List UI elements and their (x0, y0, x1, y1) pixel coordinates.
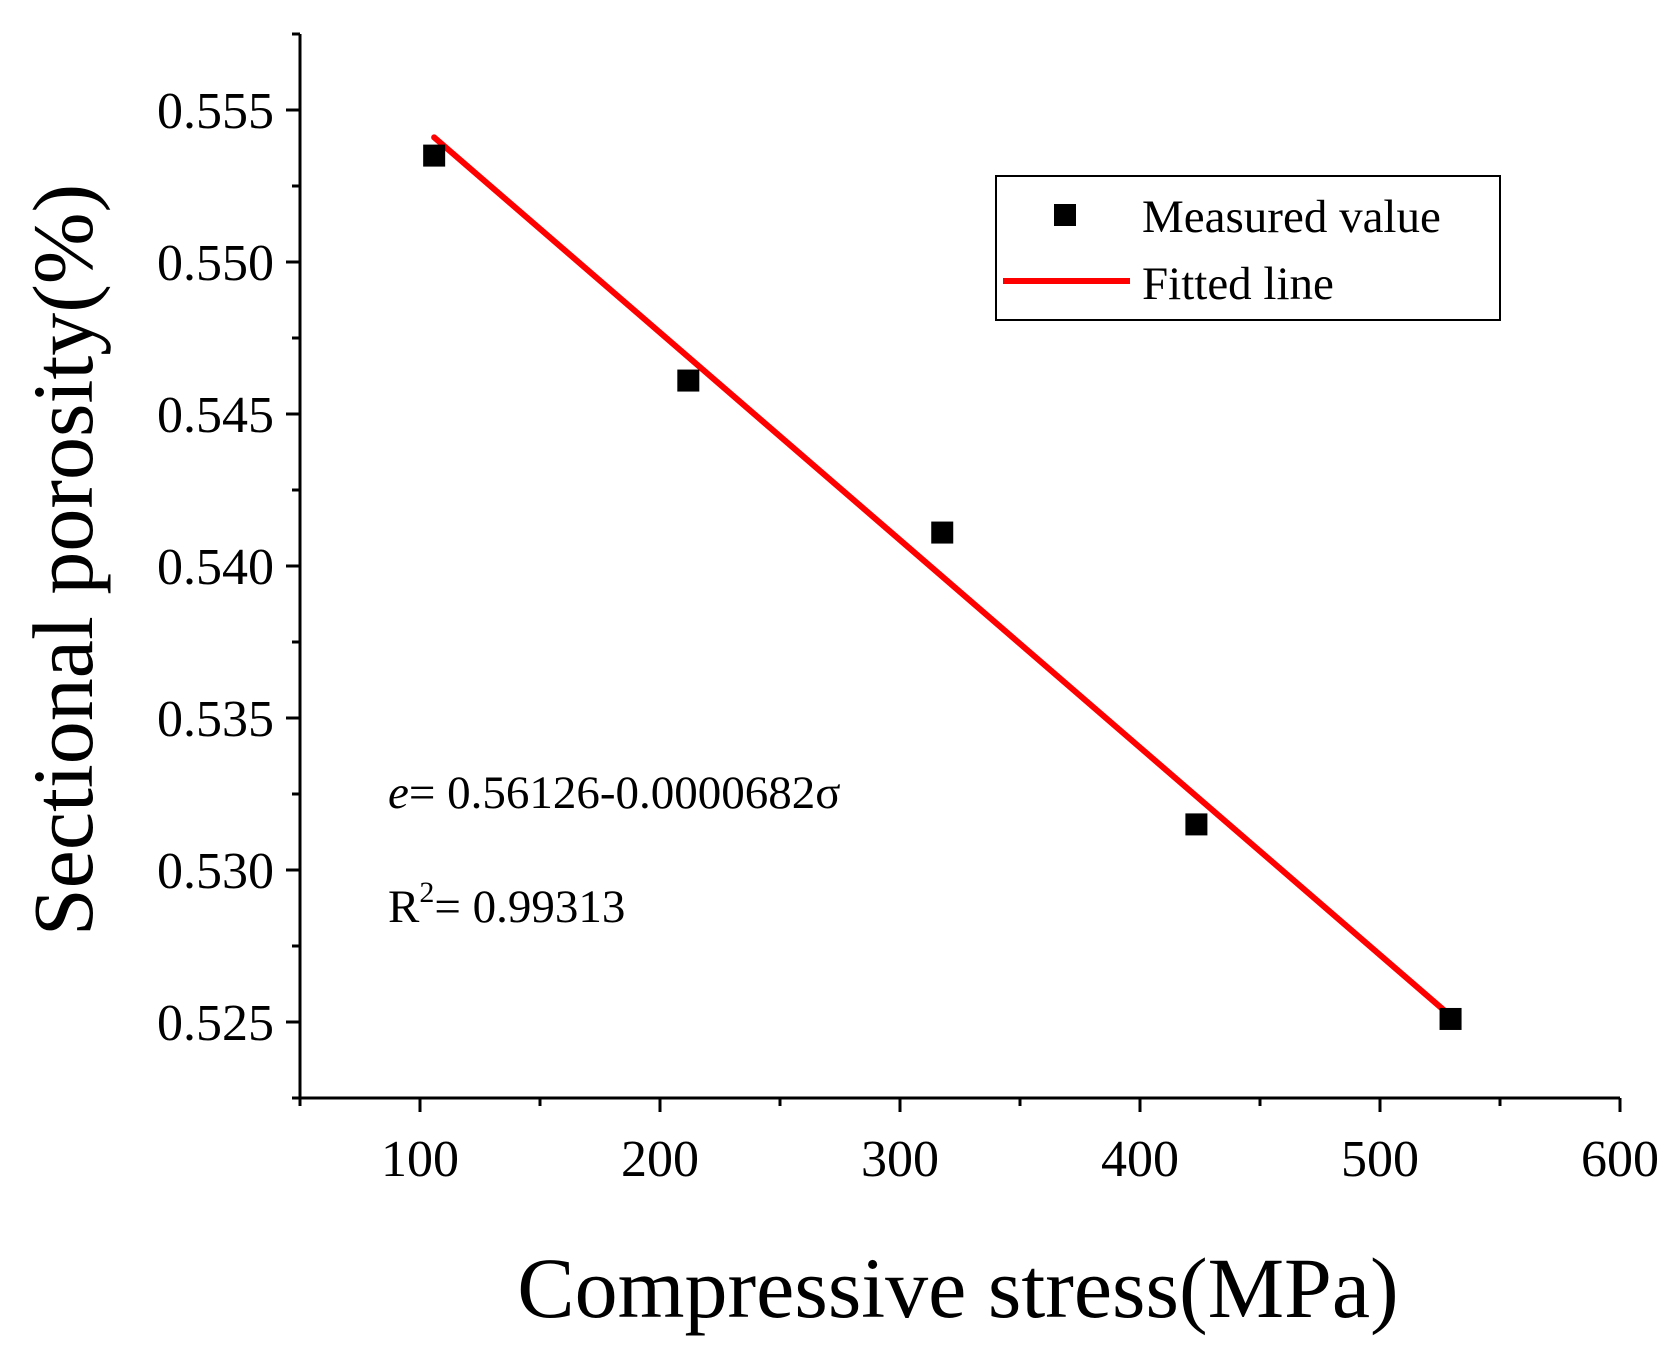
legend: Measured value Fitted line (995, 175, 1501, 321)
y-tick-label: 0.550 (157, 235, 274, 292)
measured-point (931, 521, 954, 544)
legend-marker-measured (1054, 204, 1076, 226)
x-tick-label: 100 (381, 1131, 459, 1188)
measured-point (423, 144, 446, 167)
fitted-line-layer (431, 134, 1454, 1019)
x-tick-label: 400 (1101, 1131, 1179, 1188)
r-squared-base: R (388, 881, 420, 933)
measured-point (1185, 813, 1208, 836)
measured-points-layer (423, 144, 1462, 1030)
x-tick-label: 500 (1341, 1131, 1419, 1188)
x-tick-label: 300 (861, 1131, 939, 1188)
r-squared-value: = 0.99313 (434, 881, 625, 933)
measured-point (677, 369, 700, 392)
y-tick-label: 0.555 (157, 83, 274, 140)
y-tick-label: 0.540 (157, 539, 274, 596)
fitted-line (431, 134, 1454, 1019)
x-tick-label: 600 (1581, 1131, 1659, 1188)
y-tick-label: 0.525 (157, 995, 274, 1052)
r-squared-annotation: R2= 0.99313 (388, 876, 625, 933)
measured-point (1439, 1007, 1462, 1030)
legend-label-fitted: Fitted line (1142, 258, 1334, 310)
equation-expression: = 0.56126-0.0000682σ (409, 767, 841, 819)
y-tick-label: 0.535 (157, 691, 274, 748)
axes: 100 200 300 400 500 600 0.525 0.530 0.535 0.540 0.… (157, 32, 1659, 1188)
legend-label-measured: Measured value (1142, 191, 1441, 243)
x-tick-label: 200 (621, 1131, 699, 1188)
y-axis-title: Sectional porosity(%) (15, 184, 111, 936)
r-squared-superscript: 2 (419, 876, 434, 909)
y-tick-label: 0.545 (157, 387, 274, 444)
equation-annotation: e= 0.56126-0.0000682σ (388, 767, 841, 819)
legend-box (995, 175, 1501, 321)
equation-variable: e (388, 767, 409, 819)
x-axis-title: Compressive stress(MPa) (517, 1240, 1398, 1336)
y-tick-label: 0.530 (157, 843, 274, 900)
